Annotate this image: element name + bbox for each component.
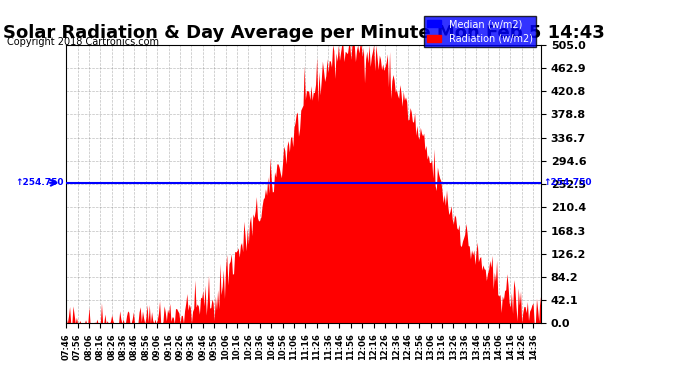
Title: Solar Radiation & Day Average per Minute Mon Feb 5 14:43: Solar Radiation & Day Average per Minute… xyxy=(3,24,604,42)
Text: Copyright 2018 Cartronics.com: Copyright 2018 Cartronics.com xyxy=(7,37,159,47)
Text: ↑254.750: ↑254.750 xyxy=(15,178,63,188)
Text: ↑254.750: ↑254.750 xyxy=(544,178,592,188)
Legend: Median (w/m2), Radiation (w/m2): Median (w/m2), Radiation (w/m2) xyxy=(424,16,536,47)
